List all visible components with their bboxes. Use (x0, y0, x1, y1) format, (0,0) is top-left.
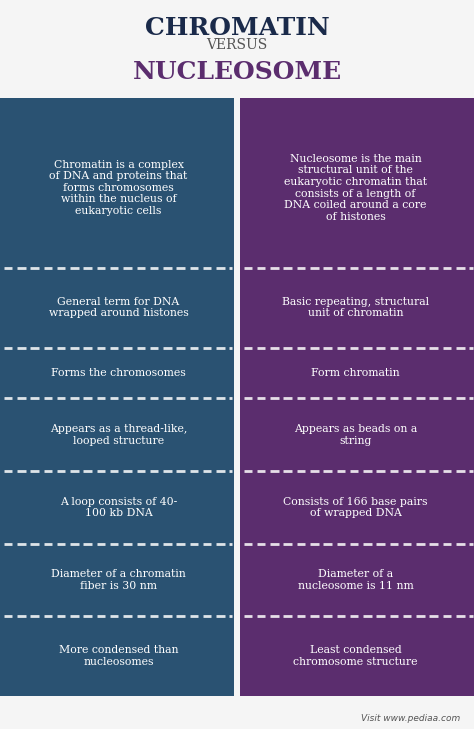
FancyBboxPatch shape (240, 544, 474, 616)
FancyBboxPatch shape (0, 268, 234, 348)
FancyBboxPatch shape (240, 399, 474, 471)
Text: More condensed than
nucleosomes: More condensed than nucleosomes (59, 645, 178, 667)
Text: VERSUS: VERSUS (206, 38, 268, 52)
Text: A loop consists of 40-
100 kb DNA: A loop consists of 40- 100 kb DNA (60, 496, 177, 518)
FancyBboxPatch shape (0, 544, 234, 616)
FancyBboxPatch shape (234, 108, 240, 729)
FancyBboxPatch shape (240, 108, 474, 268)
FancyBboxPatch shape (0, 108, 234, 268)
Text: General term for DNA
wrapped around histones: General term for DNA wrapped around hist… (49, 297, 188, 319)
FancyBboxPatch shape (0, 98, 234, 108)
Text: Diameter of a
nucleosome is 11 nm: Diameter of a nucleosome is 11 nm (298, 569, 413, 590)
FancyBboxPatch shape (240, 471, 474, 544)
FancyBboxPatch shape (0, 348, 234, 399)
Text: Basic repeating, structural
unit of chromatin: Basic repeating, structural unit of chro… (282, 297, 429, 319)
FancyBboxPatch shape (240, 268, 474, 348)
Text: Nucleosome is the main
structural unit of the
eukaryotic chromatin that
consists: Nucleosome is the main structural unit o… (284, 154, 427, 222)
FancyBboxPatch shape (0, 471, 234, 544)
Text: Consists of 166 base pairs
of wrapped DNA: Consists of 166 base pairs of wrapped DN… (283, 496, 428, 518)
Text: Appears as beads on a
string: Appears as beads on a string (294, 424, 417, 445)
Text: Chromatin is a complex
of DNA and proteins that
forms chromosomes
within the nuc: Chromatin is a complex of DNA and protei… (49, 160, 188, 216)
FancyBboxPatch shape (0, 399, 234, 471)
Text: Visit www.pediaa.com: Visit www.pediaa.com (361, 714, 460, 723)
Text: Form chromatin: Form chromatin (311, 368, 400, 378)
FancyBboxPatch shape (240, 616, 474, 696)
Text: CHROMATIN: CHROMATIN (145, 16, 329, 40)
FancyBboxPatch shape (0, 616, 234, 696)
Text: NUCLEOSOME: NUCLEOSOME (132, 60, 342, 84)
FancyBboxPatch shape (240, 348, 474, 399)
Text: Appears as a thread-like,
looped structure: Appears as a thread-like, looped structu… (50, 424, 187, 445)
Text: Forms the chromosomes: Forms the chromosomes (51, 368, 186, 378)
FancyBboxPatch shape (240, 98, 474, 108)
Text: Diameter of a chromatin
fiber is 30 nm: Diameter of a chromatin fiber is 30 nm (51, 569, 186, 590)
Text: Least condensed
chromosome structure: Least condensed chromosome structure (293, 645, 418, 667)
